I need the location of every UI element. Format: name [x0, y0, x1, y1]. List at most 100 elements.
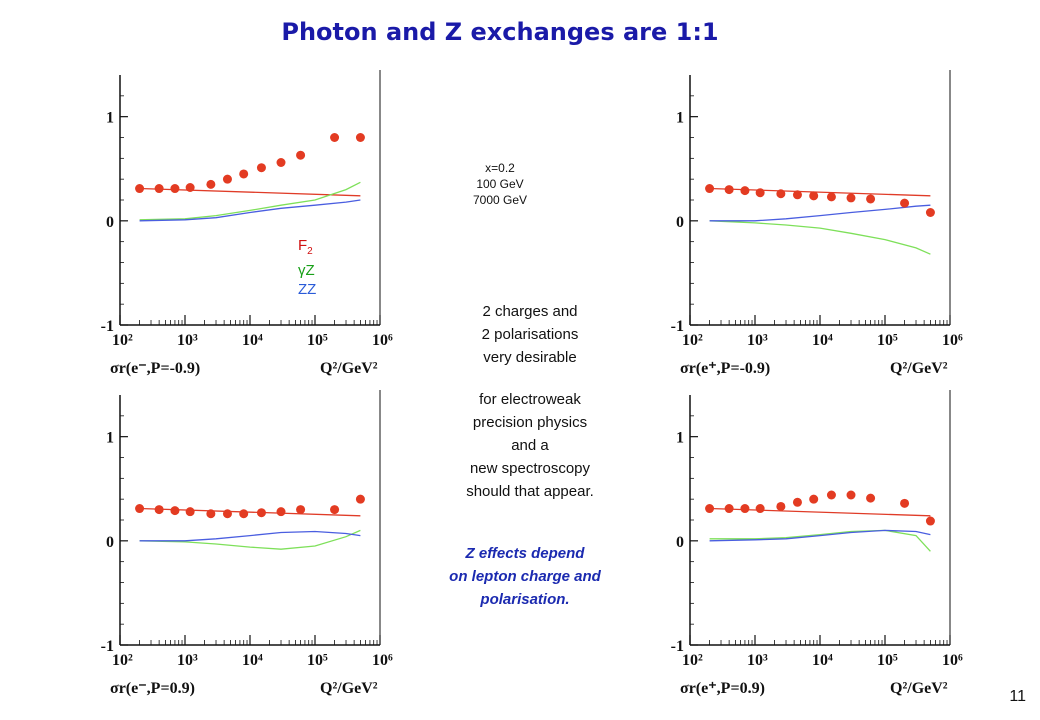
data-point: [925, 208, 935, 217]
data-point: [330, 505, 340, 515]
charges-line-1: 2 charges and: [482, 303, 578, 320]
x-tick-label: 10⁴: [242, 652, 263, 669]
legend-sub-f2: 2: [307, 246, 313, 257]
data-point: [154, 184, 164, 194]
x-tick-label: 10⁴: [812, 332, 833, 349]
data-point: [170, 184, 180, 194]
x-axis-label: Q²/GeV²: [320, 680, 378, 697]
series-line-zz: [709, 204, 931, 222]
legend-entry-zz: ZZ: [298, 281, 317, 298]
data-point: [185, 183, 195, 192]
data-point: [705, 504, 715, 514]
data-point: [740, 504, 750, 514]
param-energy-2: 7000 GeV: [472, 193, 528, 207]
purpose-block: for electroweak precision physics and a …: [410, 388, 650, 503]
legend-label-f2: F: [298, 237, 308, 254]
conclusion-line-2: on lepton charge and: [449, 568, 601, 585]
data-point: [866, 493, 876, 503]
data-point: [355, 494, 365, 504]
series-line-gz: [709, 220, 931, 255]
purpose-line-5: should that appear.: [466, 483, 594, 500]
data-point: [276, 158, 286, 167]
data-point: [846, 490, 856, 500]
x-axis-label: Q²/GeV²: [890, 360, 948, 377]
data-point: [724, 504, 734, 514]
legend: F2 γZ ZZ: [298, 236, 316, 299]
y-tick-label: 1: [676, 110, 684, 127]
x-tick-label: 10⁵: [877, 332, 898, 349]
y-tick-label: 0: [676, 214, 684, 231]
data-point: [239, 509, 249, 519]
x-axis-label: Q²/GeV²: [890, 680, 948, 697]
data-point: [135, 504, 145, 514]
x-tick-label: 10⁶: [942, 652, 963, 669]
data-point: [222, 174, 232, 184]
purpose-line-4: new spectroscopy: [469, 460, 591, 477]
chart-panel-top-left: 1 0 -1 10² 10³ 10⁴ 10⁵ 10⁶ σr(e⁻,P=-0.9) Q²/GeV²: [90, 70, 393, 377]
y-tick-label: 0: [106, 534, 114, 551]
charges-line-3: very desirable: [483, 349, 577, 366]
chart-panel-bottom-right: 1 0 -1 10² 10³ 10⁴ 10⁵ 10⁶ σr(e⁺,P=0.9) Q²/GeV²: [660, 390, 963, 697]
charges-line-2: 2 polarisations: [481, 326, 579, 343]
data-point: [239, 169, 249, 179]
data-point: [792, 190, 802, 200]
y-tick-label: -1: [671, 318, 684, 335]
data-point: [809, 191, 819, 201]
y-tick-label: -1: [101, 318, 114, 335]
y-tick-label: 0: [106, 214, 114, 231]
param-energy-1: 100 GeV: [476, 177, 524, 191]
x-tick-label: 10⁴: [812, 652, 833, 669]
data-point: [206, 509, 216, 519]
panel-caption: σr(e⁺,P=0.9): [680, 680, 765, 697]
data-point: [296, 505, 306, 515]
data-point: [206, 179, 216, 189]
panel-caption: σr(e⁻,P=-0.9): [110, 360, 200, 377]
data-point: [866, 194, 876, 204]
series-line-gz: [139, 529, 361, 550]
data-point: [330, 133, 340, 142]
x-tick-label: 10²: [112, 652, 133, 669]
x-tick-label: 10³: [177, 332, 198, 349]
charges-block: 2 charges and 2 polarisations very desir…: [420, 300, 640, 369]
y-tick-label: -1: [101, 638, 114, 655]
series-line-gz: [139, 181, 361, 221]
y-tick-label: 1: [676, 430, 684, 447]
data-point: [755, 504, 765, 514]
data-point: [900, 198, 910, 208]
legend-entry-gz: γZ: [298, 262, 315, 279]
param-x: x=0.2: [485, 161, 515, 175]
data-point: [256, 508, 266, 518]
data-point: [776, 501, 786, 511]
x-tick-label: 10²: [682, 332, 703, 349]
x-tick-label: 10⁶: [372, 332, 393, 349]
data-point: [776, 189, 786, 199]
purpose-line-3: and a: [511, 437, 549, 454]
data-point: [276, 507, 286, 517]
conclusion-line-1: Z effects depend: [465, 545, 585, 562]
data-point: [925, 516, 935, 526]
y-tick-label: 0: [676, 534, 684, 551]
data-point: [154, 505, 164, 515]
data-point: [355, 133, 365, 142]
y-tick-label: 1: [106, 110, 114, 127]
panel-caption: σr(e⁻,P=0.9): [110, 680, 195, 697]
page-title: Photon and Z exchanges are 1:1: [281, 18, 719, 46]
data-point: [296, 150, 306, 160]
data-point: [826, 192, 836, 202]
panel-caption: σr(e⁺,P=-0.9): [680, 360, 770, 377]
x-tick-label: 10⁵: [877, 652, 898, 669]
x-tick-label: 10³: [747, 652, 768, 669]
legend-entry-f2: F2: [298, 236, 316, 261]
data-point: [222, 509, 232, 519]
data-point: [170, 506, 180, 516]
data-point: [724, 185, 734, 195]
x-axis-label: Q²/GeV²: [320, 360, 378, 377]
data-point: [846, 193, 856, 203]
data-point: [256, 163, 266, 173]
data-point: [900, 498, 910, 508]
data-point: [792, 497, 802, 507]
series-line-zz: [139, 199, 361, 222]
data-point: [755, 188, 765, 198]
